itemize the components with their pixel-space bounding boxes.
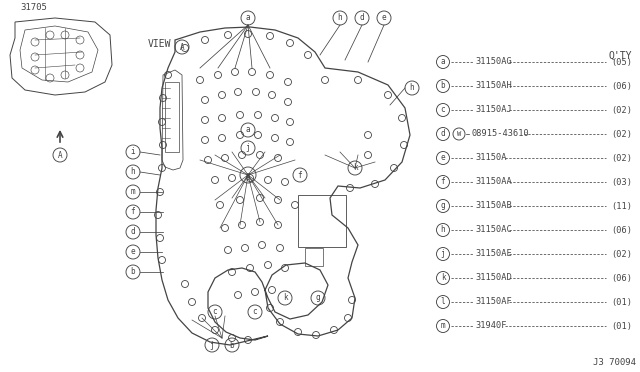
Text: b: b bbox=[230, 340, 234, 350]
Text: j: j bbox=[246, 144, 250, 153]
Text: e: e bbox=[131, 247, 135, 257]
Text: 31150AD: 31150AD bbox=[475, 273, 512, 282]
Text: e: e bbox=[441, 154, 445, 163]
Text: W: W bbox=[457, 131, 461, 137]
Text: g: g bbox=[246, 170, 250, 180]
Text: 31150AF: 31150AF bbox=[475, 298, 512, 307]
Text: 08915-43610: 08915-43610 bbox=[471, 129, 529, 138]
Text: 31150AH: 31150AH bbox=[475, 81, 512, 90]
Text: Q'TY: Q'TY bbox=[609, 51, 632, 61]
Text: a: a bbox=[441, 58, 445, 67]
Text: 31150AE: 31150AE bbox=[475, 250, 512, 259]
Text: (06): (06) bbox=[611, 273, 632, 282]
Text: 31940F: 31940F bbox=[475, 321, 506, 330]
Text: g: g bbox=[441, 202, 445, 211]
Text: e: e bbox=[381, 13, 387, 22]
Text: 31150AC: 31150AC bbox=[475, 225, 512, 234]
Text: k: k bbox=[353, 164, 357, 173]
Text: 31705: 31705 bbox=[20, 3, 47, 12]
Text: h: h bbox=[338, 13, 342, 22]
Text: 31150A: 31150A bbox=[475, 154, 506, 163]
Text: A: A bbox=[58, 151, 62, 160]
Text: f: f bbox=[298, 170, 302, 180]
Text: f: f bbox=[131, 208, 135, 217]
Text: d: d bbox=[131, 228, 135, 237]
Text: c: c bbox=[441, 106, 445, 115]
Text: 31150AJ: 31150AJ bbox=[475, 106, 512, 115]
Text: j: j bbox=[210, 340, 214, 350]
Text: d: d bbox=[441, 129, 445, 138]
Text: i: i bbox=[131, 148, 135, 157]
Text: m: m bbox=[441, 321, 445, 330]
Text: a: a bbox=[246, 13, 250, 22]
Text: (02): (02) bbox=[611, 129, 632, 138]
Text: h: h bbox=[131, 167, 135, 176]
Text: (01): (01) bbox=[611, 321, 632, 330]
Text: j: j bbox=[441, 250, 445, 259]
Text: (11): (11) bbox=[611, 202, 632, 211]
Text: k: k bbox=[283, 294, 287, 302]
Text: (05): (05) bbox=[611, 58, 632, 67]
Text: 31150AA: 31150AA bbox=[475, 177, 512, 186]
Text: b: b bbox=[131, 267, 135, 276]
Text: a: a bbox=[246, 125, 250, 135]
Text: 31150AB: 31150AB bbox=[475, 202, 512, 211]
Text: (03): (03) bbox=[611, 177, 632, 186]
Text: f: f bbox=[441, 177, 445, 186]
Text: g: g bbox=[316, 294, 320, 302]
Text: (02): (02) bbox=[611, 250, 632, 259]
Text: VIEW: VIEW bbox=[148, 39, 172, 49]
Text: d: d bbox=[360, 13, 364, 22]
Text: J3 70094: J3 70094 bbox=[593, 358, 636, 367]
Text: h: h bbox=[441, 225, 445, 234]
Text: k: k bbox=[441, 273, 445, 282]
Text: l: l bbox=[441, 298, 445, 307]
Text: (06): (06) bbox=[611, 81, 632, 90]
Text: (06): (06) bbox=[611, 225, 632, 234]
Text: 31150AG: 31150AG bbox=[475, 58, 512, 67]
Text: c: c bbox=[253, 308, 257, 317]
Text: A: A bbox=[180, 42, 184, 51]
Text: m: m bbox=[131, 187, 135, 196]
Text: h: h bbox=[410, 83, 414, 93]
Text: (02): (02) bbox=[611, 106, 632, 115]
Text: b: b bbox=[441, 81, 445, 90]
Text: (01): (01) bbox=[611, 298, 632, 307]
Text: c: c bbox=[212, 308, 218, 317]
Text: (02): (02) bbox=[611, 154, 632, 163]
